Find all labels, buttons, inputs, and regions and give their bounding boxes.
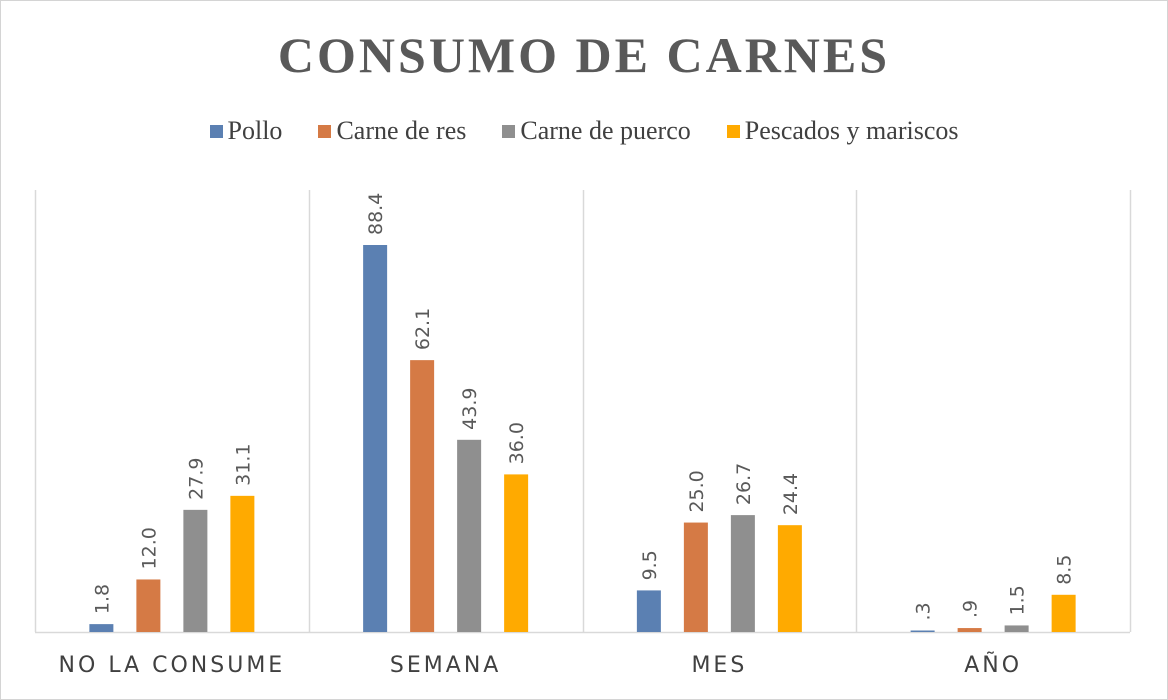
legend-label: Pollo [227, 116, 283, 145]
bar-2-2 [730, 515, 755, 632]
category-label: SEMANA [390, 653, 501, 678]
data-label: 62.1 [412, 308, 434, 350]
data-label: 8.5 [1054, 555, 1076, 585]
data-label: 36.0 [506, 422, 528, 464]
data-label: 25.0 [686, 470, 708, 512]
bar-1-3 [957, 628, 982, 632]
data-label: 43.9 [459, 388, 481, 430]
legend-item-2: Carne de puerco [502, 116, 691, 146]
data-label: 88.4 [365, 193, 387, 235]
bar-3-0 [230, 495, 255, 632]
data-label: 31.1 [232, 444, 254, 486]
legend-item-0: Pollo [209, 116, 283, 146]
legend-label: Carne de puerco [520, 116, 691, 145]
data-label: 26.7 [733, 463, 755, 505]
legend-swatch [502, 124, 516, 138]
legend-label: Carne de res [336, 116, 467, 145]
bar-1-1 [410, 360, 435, 632]
legend-label: Pescados y mariscos [744, 116, 959, 145]
bar-0-3 [910, 630, 935, 632]
bar-3-1 [504, 474, 529, 632]
legend-swatch [318, 124, 332, 138]
data-label: .3 [913, 602, 935, 620]
data-label: 1.5 [1007, 585, 1029, 615]
data-label: 1.8 [91, 584, 113, 614]
data-label: 27.9 [185, 458, 207, 500]
bar-3-3 [1051, 594, 1076, 632]
category-label: AÑO [964, 651, 1022, 678]
bar-1-2 [683, 522, 708, 632]
category-label: MES [691, 653, 747, 678]
data-label: 9.5 [639, 550, 661, 580]
bar-0-2 [636, 590, 661, 632]
bar-1-0 [136, 579, 161, 632]
legend-item-3: Pescados y mariscos [726, 116, 959, 146]
legend-swatch [209, 124, 223, 138]
bar-0-1 [363, 245, 388, 632]
bar-2-3 [1004, 625, 1029, 632]
chart-title: CONSUMO DE CARNES [277, 27, 891, 83]
bar-2-0 [183, 509, 208, 632]
bar-2-1 [457, 439, 482, 632]
bar-3-2 [777, 525, 802, 632]
category-label: NO LA CONSUME [59, 653, 286, 678]
data-label: 12.0 [138, 527, 160, 569]
bar-0-0 [89, 624, 114, 632]
legend-item-1: Carne de res [318, 116, 466, 146]
legend-swatch [726, 124, 740, 138]
data-label: 24.4 [780, 473, 802, 515]
data-label: .9 [960, 600, 982, 618]
legend: Pollo Carne de res Carne de puerco Pescados… [0, 116, 1168, 146]
